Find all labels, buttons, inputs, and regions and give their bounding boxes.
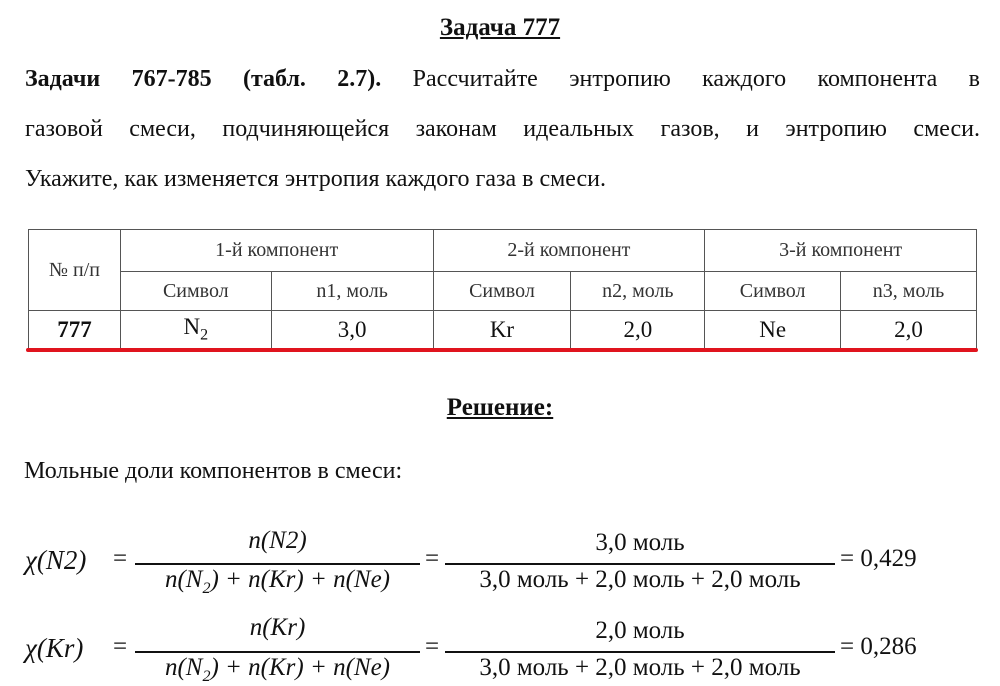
problem-line-2: газовой смеси, подчиняющейся законам иде… — [25, 116, 980, 142]
result: = 0,286 — [840, 633, 917, 660]
num-header: № п/п — [28, 229, 121, 311]
cell-symbol: Kr — [432, 310, 572, 349]
solution-title: Решение: — [446, 394, 554, 421]
page-title: Задача 777 — [439, 14, 561, 41]
cell-amount: 2,0 — [840, 310, 977, 349]
fraction-bar — [445, 563, 835, 565]
cell-symbol: N2 — [119, 310, 272, 349]
fraction-bar — [445, 651, 835, 653]
problem-text: Рассчитайте энтропию каждого компонента … — [412, 66, 981, 92]
sub-header: Символ — [704, 271, 842, 311]
denominator-1: n(N2) + n(Kr) + n(Ne) — [164, 566, 391, 597]
lhs: χ(N2) — [25, 545, 87, 575]
equals: = — [425, 633, 440, 660]
fraction-bar — [135, 651, 420, 653]
problem-line-1: Задачи 767-785 (табл. 2.7). Рассчитайте … — [25, 66, 980, 93]
sub-header: Символ — [432, 271, 572, 311]
group-header: 3-й компонент — [704, 229, 977, 272]
problem-line-3: Укажите, как изменяется энтропия каждого… — [25, 166, 607, 192]
group-header: 1-й компонент — [119, 229, 434, 272]
fraction-bar — [135, 563, 420, 565]
sub-header: n2, моль — [570, 271, 706, 311]
row-num: 777 — [28, 310, 121, 349]
sub-header: Символ — [119, 271, 272, 311]
cell-amount: 2,0 — [570, 310, 706, 349]
numerator-2: 2,0 моль — [595, 617, 685, 644]
cell-symbol: Ne — [704, 310, 842, 349]
problem-lead: Задачи 767-785 (табл. 2.7). — [25, 66, 382, 92]
numerator-1: n(Kr) — [249, 614, 306, 641]
denominator-2: 3,0 моль + 2,0 моль + 2,0 моль — [479, 566, 801, 593]
denominator-1: n(N2) + n(Kr) + n(Ne) — [164, 654, 391, 685]
group-header: 2-й компонент — [432, 229, 706, 272]
sub-header: n1, моль — [270, 271, 434, 311]
equals: = — [113, 633, 128, 660]
lhs: χ(Kr) — [25, 633, 84, 663]
sub-header: n3, моль — [840, 271, 977, 311]
denominator-2: 3,0 моль + 2,0 моль + 2,0 моль — [479, 654, 801, 681]
intro-text: Мольные доли компонентов в смеси: — [24, 458, 403, 484]
equals: = — [425, 545, 440, 572]
numerator-1: n(N2) — [248, 527, 307, 554]
result: = 0,429 — [840, 545, 917, 572]
data-table: № п/п 1-й компонент 2-й компонент 3-й ко… — [28, 229, 977, 349]
cell-amount: 3,0 — [270, 310, 434, 349]
numerator-2: 3,0 моль — [595, 529, 685, 556]
equals: = — [113, 545, 128, 572]
red-underline — [26, 348, 978, 352]
